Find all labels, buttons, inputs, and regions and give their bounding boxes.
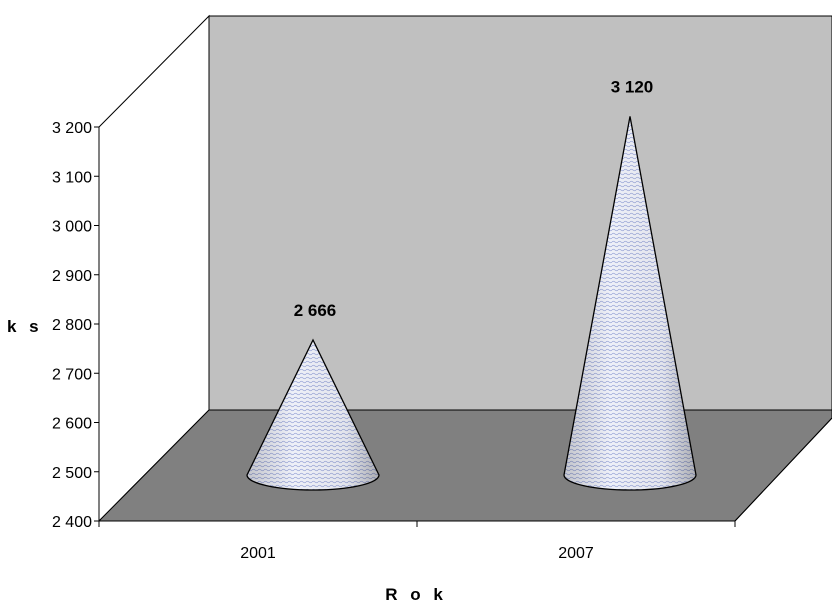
y-tick-label: 3 100 [52,169,92,186]
x-axis-title: R o k [385,585,447,604]
cone-2007 [563,116,697,491]
y-tick-label: 2 800 [52,317,92,334]
x-tick-label: 2007 [558,545,594,562]
y-tick-label: 2 400 [52,514,92,531]
x-tick-label: 2001 [240,545,276,562]
y-tick-label: 3 000 [52,219,92,236]
cone-2001 [246,338,380,491]
data-label-2007: 3 120 [611,77,654,96]
floor [97,409,832,522]
y-tick-label: 2 500 [52,465,92,482]
y-tick-label: 2 600 [52,416,92,433]
data-label-2001: 2 666 [294,301,337,320]
back-wall [208,15,832,411]
y-tick-label: 2 700 [52,366,92,383]
y-axis-title: k s [7,317,43,336]
floor-right-edge [734,417,832,522]
y-tick-label: 2 900 [52,268,92,285]
y-tick-label: 3 200 [52,120,92,137]
